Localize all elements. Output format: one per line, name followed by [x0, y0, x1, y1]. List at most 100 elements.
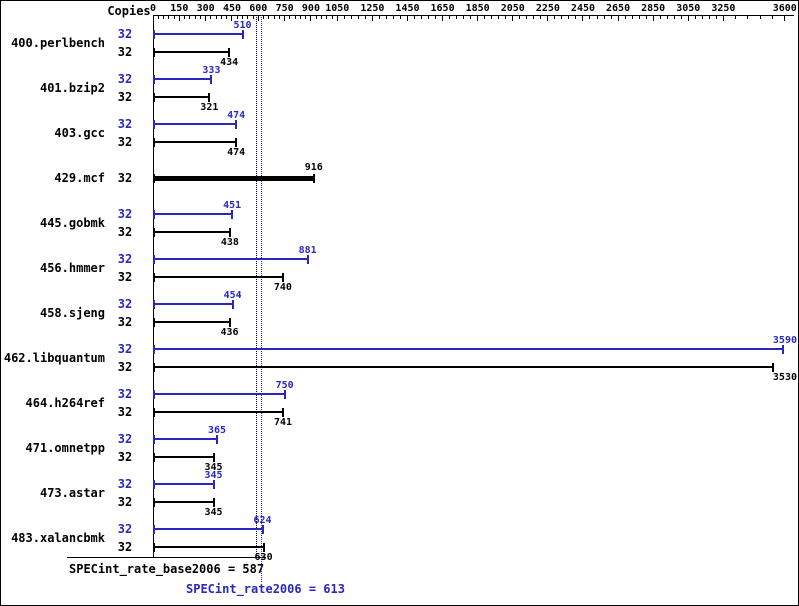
- axis-line: [153, 15, 794, 16]
- bar-start-cap: [153, 255, 155, 264]
- bar-line: [153, 176, 314, 181]
- axis-tick-label: 2650: [606, 3, 631, 14]
- copies-value: 32: [117, 387, 133, 401]
- axis-minor-tick: [189, 15, 191, 19]
- axis-minor-tick: [561, 15, 563, 19]
- bar-end-cap: [212, 498, 215, 507]
- bar-end-cap: [231, 210, 234, 219]
- axis-major-tick: [152, 15, 154, 21]
- bar-start-cap: [153, 300, 155, 309]
- axis-minor-tick: [603, 15, 605, 19]
- copies-value: 32: [117, 252, 133, 266]
- bar-value-label: 451: [223, 200, 242, 211]
- bar-end-cap: [216, 435, 219, 444]
- axis-major-tick: [512, 15, 514, 21]
- axis-tick-label: 300: [196, 3, 215, 14]
- axis-minor-tick: [666, 15, 668, 19]
- bar-line: [153, 483, 214, 485]
- bar-start-cap: [153, 543, 155, 552]
- bar-end-cap: [281, 273, 284, 282]
- bar-line: [153, 51, 230, 53]
- axis-minor-tick: [421, 15, 422, 19]
- bar-value-label: 434: [220, 57, 239, 68]
- axis-tick-label: 1450: [395, 3, 420, 14]
- bar-start-cap: [153, 48, 155, 57]
- axis-minor-tick: [236, 15, 238, 19]
- bar-end-cap: [210, 75, 213, 84]
- bar-value-label: 624: [253, 515, 272, 526]
- bar-value-label: 345: [204, 462, 223, 473]
- benchmark-label: 458.sjeng: [39, 306, 105, 320]
- axis-minor-tick: [568, 15, 570, 19]
- bar-start-cap: [153, 75, 155, 84]
- bar-value-label: 630: [254, 552, 273, 563]
- bar-line: [153, 348, 784, 350]
- axis-tick-label: 3250: [711, 3, 736, 14]
- axis-major-tick: [687, 15, 689, 21]
- copies-value: 32: [117, 270, 133, 284]
- axis-minor-tick: [278, 15, 280, 19]
- bar-line: [153, 303, 233, 305]
- axis-minor-tick: [326, 15, 328, 19]
- bar-value-label: 345: [204, 507, 223, 518]
- bar-value-label: 474: [227, 110, 246, 121]
- axis-major-tick: [547, 15, 549, 21]
- benchmark-label: 464.h264ref: [25, 396, 105, 410]
- bar-line: [153, 546, 264, 548]
- axis-minor-tick: [399, 15, 401, 19]
- bar-start-cap: [153, 138, 155, 147]
- axis-minor-tick: [273, 15, 275, 19]
- copies-value: 32: [117, 477, 133, 491]
- copies-value: 32: [117, 342, 133, 356]
- bar-end-cap: [282, 408, 285, 417]
- axis-minor-tick: [157, 15, 159, 19]
- bar-line: [153, 231, 230, 233]
- axis-major-tick: [477, 15, 479, 21]
- axis-major-tick: [205, 15, 207, 21]
- axis-major-tick: [336, 15, 338, 21]
- bar-start-cap: [153, 498, 155, 507]
- axis-major-tick: [722, 15, 724, 21]
- axis-minor-tick: [184, 15, 186, 19]
- axis-minor-tick: [498, 15, 500, 19]
- axis-tick-label: 2050: [500, 3, 525, 14]
- axis-tick-label: 3600: [772, 3, 797, 14]
- bar-line: [153, 411, 284, 413]
- peak-result-line: [261, 15, 262, 582]
- axis-major-tick: [617, 15, 619, 21]
- axis-tick-label: 2450: [570, 3, 596, 14]
- axis-tick-label: 1650: [430, 3, 455, 14]
- bar-end-cap: [228, 228, 231, 237]
- axis-minor-tick: [252, 15, 254, 19]
- axis-major-tick: [284, 15, 286, 21]
- bar-value-label: 3530: [772, 372, 797, 383]
- bar-line: [153, 258, 308, 260]
- axis-major-tick: [178, 15, 180, 21]
- axis-minor-tick: [638, 15, 640, 19]
- bar-start-cap: [153, 390, 155, 399]
- axis-minor-tick: [428, 15, 430, 19]
- bar-end-cap: [283, 390, 286, 399]
- axis-tick-label: 600: [249, 3, 268, 14]
- bar-line: [153, 456, 214, 458]
- bar-value-label: 454: [223, 290, 242, 301]
- axis-minor-tick: [242, 15, 243, 19]
- bar-end-cap: [231, 300, 234, 309]
- axis-minor-tick: [315, 15, 317, 19]
- axis-minor-tick: [491, 15, 493, 19]
- axis-minor-tick: [759, 15, 761, 19]
- bar-start-cap: [153, 93, 155, 102]
- bar-line: [153, 438, 218, 440]
- bar-line: [153, 393, 285, 395]
- axis-minor-tick: [173, 15, 175, 19]
- peak-result-text: SPECint_rate2006 = 613: [186, 582, 345, 596]
- copies-value: 32: [117, 360, 133, 374]
- axis-minor-tick: [168, 15, 170, 19]
- copies-value: 32: [117, 72, 133, 86]
- axis-minor-tick: [385, 15, 387, 19]
- axis-tick-label: 450: [222, 3, 241, 14]
- bar-start-cap: [153, 120, 155, 129]
- axis-minor-tick: [470, 15, 472, 19]
- axis-minor-tick: [199, 15, 201, 19]
